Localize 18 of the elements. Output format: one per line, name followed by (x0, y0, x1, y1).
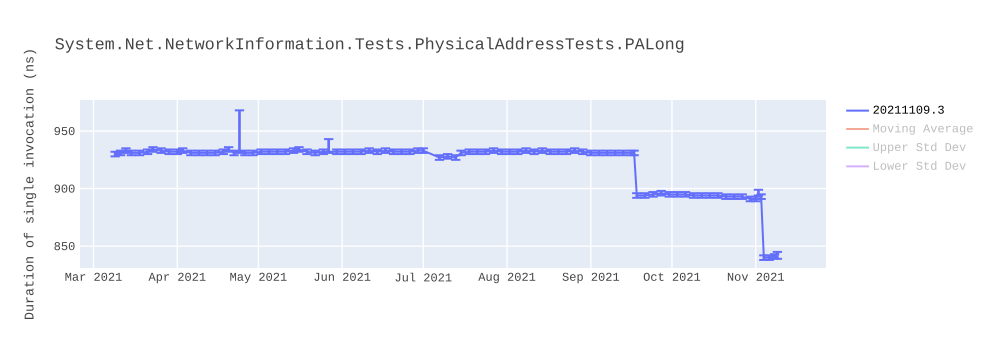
x-tick-label: May 2021 (230, 272, 287, 284)
x-tick-label: Oct 2021 (644, 272, 700, 281)
legend-label: Moving Average (873, 124, 973, 135)
chart-title: System.Net.NetworkInformation.Tests.PhysicalAddressTests.PALong (55, 37, 684, 53)
y-tick-label: 850 (54, 242, 75, 250)
legend-label: Upper Std Dev (873, 142, 966, 154)
x-tick-label: Aug 2021 (478, 272, 536, 284)
x-tick-label: Jul 2021 (395, 272, 452, 282)
y-tick-label: 900 (54, 184, 75, 193)
x-tick-label: Mar 2021 (65, 272, 122, 281)
x-tick-label: Sep 2021 (562, 272, 620, 284)
y-axis-title: Duration of single invocation (ns) (24, 50, 36, 319)
x-tick-label: Jun 2021 (314, 272, 370, 281)
legend-label: 20211109.3 (873, 106, 944, 114)
x-tick-label: Apr 2021 (148, 272, 206, 284)
legend-label: Lower Std Dev (874, 161, 966, 170)
y-tick-label: 950 (54, 126, 75, 136)
x-tick-label: Nov 2021 (728, 272, 784, 281)
